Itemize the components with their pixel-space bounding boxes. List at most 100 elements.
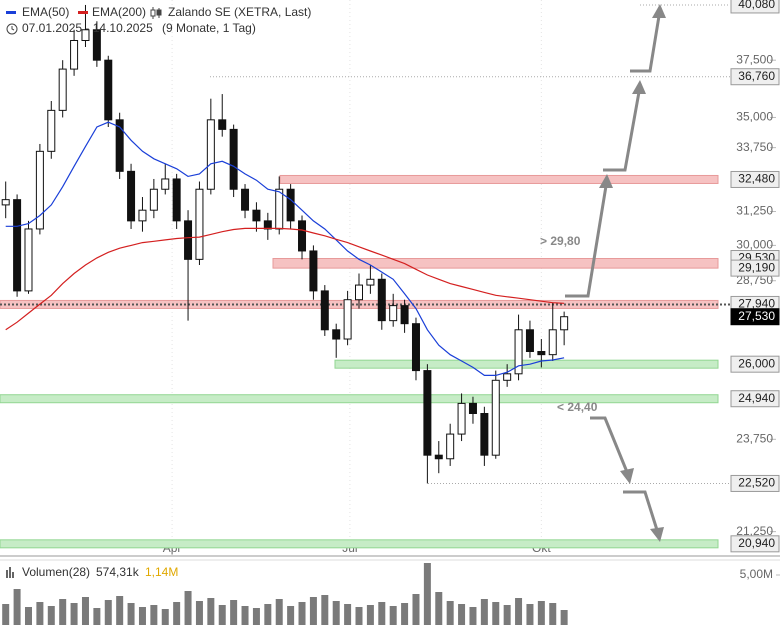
volume-bar xyxy=(355,607,363,625)
volume-bar xyxy=(492,602,500,625)
candle-body xyxy=(138,209,147,222)
candle-body xyxy=(24,228,33,292)
volume-bar xyxy=(127,603,135,625)
candle-body xyxy=(81,29,90,41)
arrow-down xyxy=(623,490,659,531)
volume-bar xyxy=(138,607,146,625)
volume-bar xyxy=(321,595,329,625)
candle-body xyxy=(195,188,204,260)
y-tick-label: 21,250 xyxy=(736,524,773,538)
price-tag xyxy=(730,68,780,86)
volume-bar xyxy=(24,607,32,625)
volume-bar xyxy=(469,607,477,625)
price-tag-label: 36,760 xyxy=(738,69,775,83)
volume-bar xyxy=(275,599,283,625)
price-tag-label: 32,480 xyxy=(738,172,775,186)
candle-body xyxy=(457,402,466,435)
volume-bar xyxy=(47,606,55,625)
price-tag-label: 24,940 xyxy=(738,391,775,405)
legend-swatch xyxy=(78,11,88,14)
volume-bar xyxy=(230,600,238,625)
arrow-down xyxy=(590,416,629,473)
resistance-zone xyxy=(272,258,719,269)
volume-bar xyxy=(218,605,226,625)
volume-bar xyxy=(309,597,317,625)
price-tag xyxy=(730,390,780,408)
candle-body xyxy=(423,370,432,456)
volume-legend: Volumen(28) 574,31k 1,14M xyxy=(6,565,178,579)
candle-body xyxy=(400,305,409,325)
arrowhead xyxy=(599,174,613,188)
volume-bar xyxy=(36,602,44,625)
price-tag-label: 20,940 xyxy=(738,536,775,550)
price-tag xyxy=(730,535,780,553)
candle-body xyxy=(161,178,170,190)
volume-bar xyxy=(435,592,443,625)
volume-bar xyxy=(13,589,21,625)
support-zone xyxy=(0,394,719,404)
chart-title: Zalando SE (XETRA, Last) xyxy=(168,5,311,19)
arrowhead xyxy=(620,468,634,484)
volume-bar xyxy=(93,608,101,625)
volume-bar xyxy=(116,596,124,625)
candle-body xyxy=(218,119,227,130)
volume-bar xyxy=(298,602,306,625)
volume-bar xyxy=(184,591,192,625)
period: (9 Monate, 1 Tag) xyxy=(162,21,256,35)
price-tag-label: 29,190 xyxy=(738,260,775,274)
candle-body xyxy=(446,433,455,460)
candle-body xyxy=(411,323,420,372)
candle-body xyxy=(503,373,512,381)
candle-body xyxy=(514,329,523,375)
candle-body xyxy=(35,150,44,230)
candle-body xyxy=(104,59,113,121)
y-tick-label: 35,000 xyxy=(736,110,773,124)
candle-body xyxy=(377,278,386,322)
volume-bar xyxy=(480,599,488,625)
volume-bar xyxy=(241,606,249,625)
legend: EMA(50) EMA(200) Zalando SE (XETRA, Last… xyxy=(6,5,311,35)
annotation: < 24,40 xyxy=(557,400,598,414)
price-tag-label: 27,530 xyxy=(738,309,775,323)
price-tag xyxy=(730,170,780,188)
candle-body xyxy=(343,299,352,340)
price-tag-label: 22,520 xyxy=(738,476,775,490)
candle-body xyxy=(149,188,158,211)
volume-bar xyxy=(264,604,272,625)
volume-last: 1,14M xyxy=(145,565,178,579)
price-tag-label: 26,000 xyxy=(738,356,775,370)
volume-bar xyxy=(458,604,466,625)
volume-bar xyxy=(401,603,409,625)
volume-bar xyxy=(332,601,340,625)
candle-body xyxy=(366,278,375,286)
ema-line xyxy=(5,227,565,331)
resistance-zone xyxy=(279,174,719,184)
volume-bar xyxy=(150,605,158,625)
clock-hand xyxy=(11,26,15,31)
y-tick-label: 23,750 xyxy=(736,431,773,445)
candle-icon xyxy=(150,7,162,19)
plot xyxy=(1,4,569,484)
legend-label: EMA(200) xyxy=(92,5,146,19)
volume-bar xyxy=(366,605,374,625)
volume-bar xyxy=(104,600,112,625)
price-tag xyxy=(730,308,780,326)
arrow-up xyxy=(565,185,608,298)
price-tag xyxy=(730,355,780,373)
candle-body xyxy=(537,351,546,356)
clock-icon xyxy=(6,23,18,35)
candle-body xyxy=(286,188,295,222)
candle-body xyxy=(480,413,489,456)
candle-body xyxy=(434,454,443,460)
candle-body xyxy=(525,329,534,353)
arrow-up xyxy=(603,91,641,172)
arrowhead xyxy=(632,80,646,94)
volume-bar xyxy=(70,603,78,625)
candle-body xyxy=(389,305,398,322)
volume-bar xyxy=(549,603,557,625)
volume-bar xyxy=(81,597,89,625)
candle-body xyxy=(206,119,215,190)
candle-body xyxy=(298,220,307,252)
candle-body xyxy=(58,68,67,111)
